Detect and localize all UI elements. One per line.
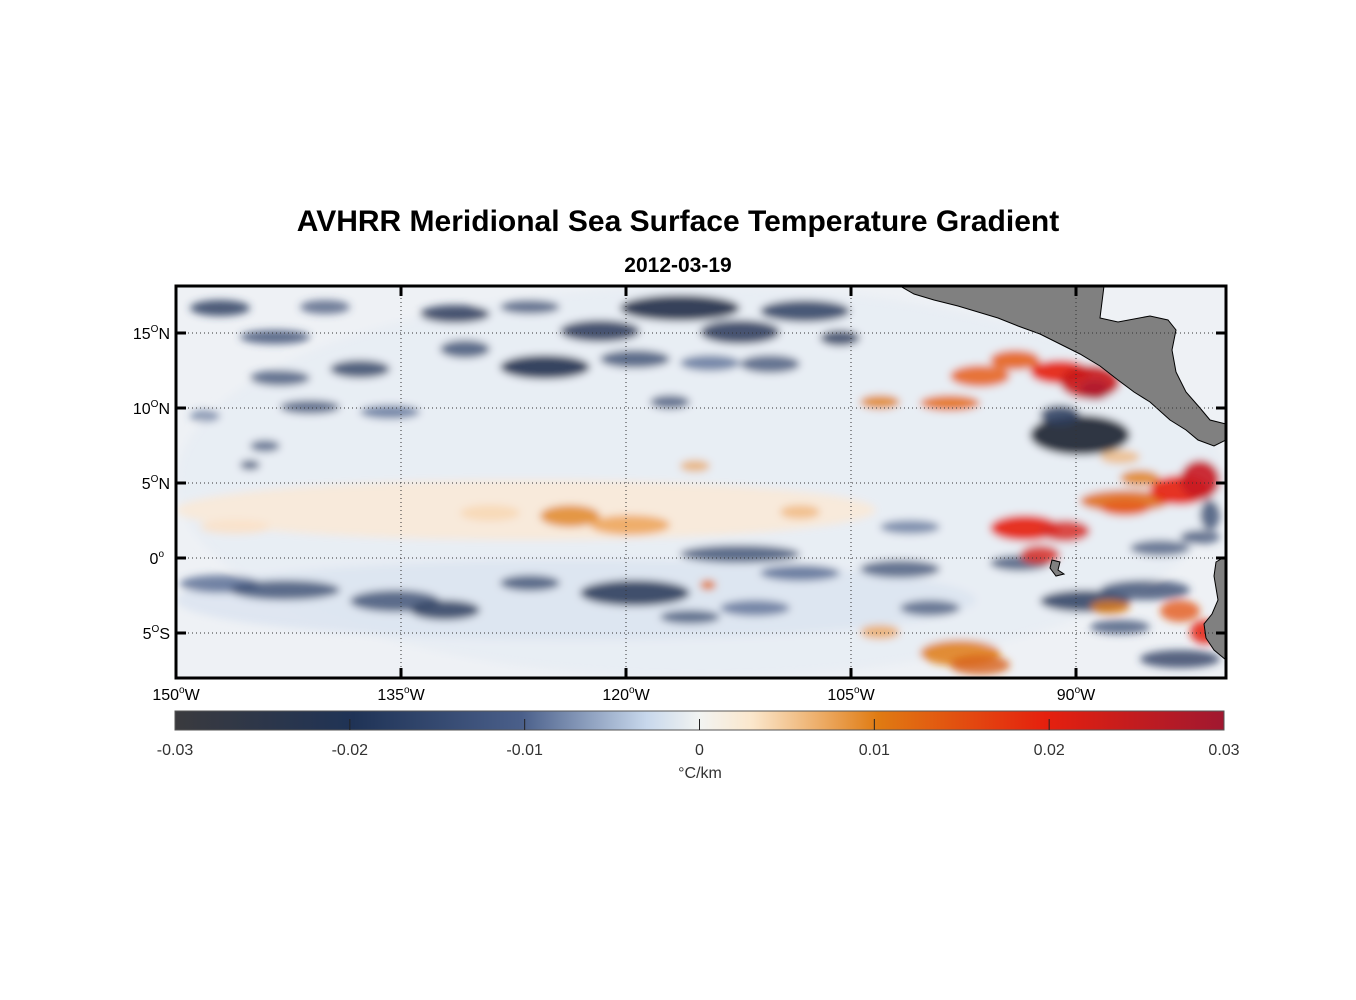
gradient-feature	[700, 580, 716, 590]
gradient-feature	[1100, 450, 1140, 464]
gradient-feature	[500, 355, 590, 379]
gradient-field	[176, 286, 1226, 678]
gradient-feature	[190, 300, 250, 316]
gradient-feature	[240, 460, 260, 470]
y-tick-labels: 15ON 10ON 5ON 0o 5OS	[133, 324, 170, 643]
gradient-feature	[280, 400, 340, 414]
colorbar-tick-label: 0.03	[1208, 742, 1239, 759]
gradient-feature	[1130, 540, 1190, 556]
y-tick-label: 5ON	[142, 474, 170, 493]
gradient-feature	[950, 365, 1010, 387]
x-tick-label: 105oW	[827, 685, 875, 704]
gradient-feature	[740, 355, 800, 373]
gradient-feature	[860, 625, 900, 639]
colorbar-tick-label: -0.03	[157, 742, 194, 759]
gradient-feature	[540, 505, 600, 527]
x-tick-label: 150oW	[152, 685, 200, 704]
colorbar-tick-label: 0.02	[1034, 742, 1065, 759]
gradient-feature	[590, 515, 670, 535]
gradient-feature	[990, 350, 1040, 370]
gradient-feature	[950, 655, 1010, 675]
x-tick-labels: 150oW 135oW 120oW 105oW 90oW	[152, 685, 1096, 704]
gridlines	[176, 286, 1226, 678]
colorbar-tick-label: 0	[695, 742, 704, 759]
gradient-feature	[920, 395, 980, 411]
gradient-feature	[250, 440, 280, 452]
gradient-feature	[176, 560, 976, 640]
x-tick-label: 120oW	[602, 685, 650, 704]
gradient-feature	[1180, 460, 1220, 500]
colorbar-tick-label: -0.01	[506, 742, 543, 759]
gradient-feature	[1100, 580, 1190, 600]
colorbar-ticks: -0.03 -0.02 -0.01 0 0.01 0.02 0.03	[157, 719, 1240, 759]
gradient-feature	[1180, 530, 1220, 544]
gradient-feature	[440, 340, 490, 358]
gradient-feature	[230, 580, 340, 600]
chart-subtitle: 2012-03-19	[624, 254, 732, 277]
gradient-feature	[410, 600, 480, 620]
gradient-feature	[460, 505, 520, 521]
gradient-feature	[240, 330, 310, 344]
gradient-feature	[1090, 600, 1130, 614]
gradient-feature	[200, 520, 270, 534]
colorbar-tick-label: -0.02	[332, 742, 369, 759]
gradient-feature	[190, 410, 220, 422]
gradient-feature	[760, 300, 850, 322]
gradient-feature	[1090, 620, 1150, 634]
gradient-feature	[1140, 650, 1220, 668]
gradient-feature	[250, 370, 310, 386]
x-tick-label: 135oW	[377, 685, 425, 704]
gradient-feature	[1040, 405, 1080, 425]
galapagos-islands	[1049, 559, 1066, 577]
gradient-feature	[176, 480, 876, 540]
gradient-feature	[680, 545, 800, 563]
axis-ticks	[176, 286, 1226, 678]
gradient-feature	[1080, 380, 1110, 400]
gradient-feature	[360, 405, 420, 419]
gradient-feature	[660, 610, 720, 624]
gradient-feature	[600, 350, 670, 368]
gradient-feature	[780, 505, 820, 519]
gradient-feature	[330, 360, 390, 378]
gradient-feature	[1120, 470, 1160, 486]
gradient-feature	[1100, 500, 1150, 516]
gradient-feature	[700, 320, 780, 344]
gradient-feature	[620, 295, 740, 321]
y-tick-label: 15ON	[133, 324, 170, 343]
chart-title: AVHRR Meridional Sea Surface Temperature…	[296, 205, 1060, 238]
y-tick-label: 10ON	[133, 399, 170, 418]
central-america-land	[898, 286, 1226, 447]
gradient-feature	[720, 600, 790, 616]
gradient-feature	[860, 395, 900, 409]
colorbar-tick-label: 0.01	[859, 742, 890, 759]
gradient-feature	[500, 575, 560, 591]
gradient-feature	[500, 300, 560, 314]
gradient-feature	[820, 330, 860, 346]
y-tick-label: 5OS	[143, 624, 170, 643]
x-tick-label: 90oW	[1057, 685, 1096, 704]
gradient-feature	[900, 600, 960, 616]
gradient-feature	[650, 395, 690, 409]
gradient-feature	[1040, 520, 1090, 542]
gradient-feature	[1020, 545, 1060, 565]
gradient-feature	[300, 300, 350, 314]
gradient-feature	[680, 460, 710, 472]
gradient-feature	[1200, 500, 1220, 530]
gradient-feature	[1160, 600, 1200, 622]
y-tick-label: 0o	[150, 549, 165, 568]
gradient-feature	[880, 520, 940, 534]
gradient-feature	[560, 320, 640, 342]
gradient-feature	[860, 560, 940, 578]
gradient-feature	[760, 565, 840, 581]
colorbar-units: °C/km	[678, 765, 722, 782]
gradient-feature	[680, 355, 740, 371]
gradient-feature	[1030, 415, 1130, 455]
gradient-feature	[580, 580, 690, 606]
gradient-feature	[420, 305, 490, 323]
